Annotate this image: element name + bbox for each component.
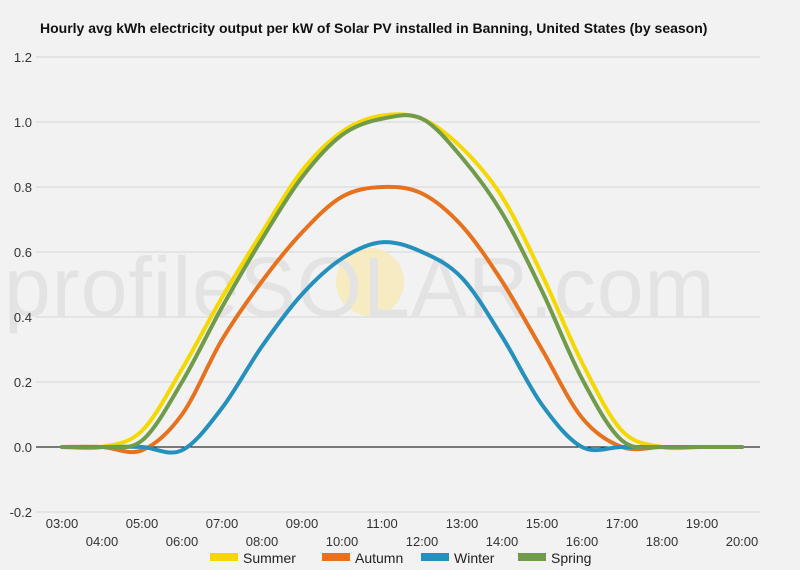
y-tick-label: 0.4	[14, 310, 32, 325]
legend: Summer Autumn Winter Spring	[210, 550, 591, 566]
x-tick-label: 17:00	[606, 516, 639, 531]
legend-swatch-autumn	[322, 553, 350, 561]
y-tick-label: 1.2	[14, 50, 32, 65]
y-tick-label: -0.2	[10, 505, 32, 520]
y-tick-label: 0.2	[14, 375, 32, 390]
x-tick-label: 09:00	[286, 516, 319, 531]
series-line-spring	[60, 113, 744, 450]
legend-swatch-summer	[210, 553, 238, 561]
y-tick-label: 1.0	[14, 115, 32, 130]
x-tick-label: 05:00	[126, 516, 159, 531]
chart-title: Hourly avg kWh electricity output per kW…	[40, 20, 708, 36]
x-tick-label: 07:00	[206, 516, 239, 531]
x-tick-label: 19:00	[686, 516, 719, 531]
x-tick-label: 12:00	[406, 534, 439, 549]
legend-label-autumn: Autumn	[355, 550, 403, 566]
x-tick-label: 16:00	[566, 534, 599, 549]
x-tick-label: 11:00	[366, 516, 398, 531]
y-tick-label: 0.0	[14, 440, 32, 455]
legend-label-winter: Winter	[454, 550, 495, 566]
y-tick-label: 0.8	[14, 180, 32, 195]
x-tick-label: 10:00	[326, 534, 359, 549]
x-tick-label: 14:00	[486, 534, 519, 549]
x-tick-label: 18:00	[646, 534, 679, 549]
x-tick-label: 06:00	[166, 534, 199, 549]
x-tick-label: 20:00	[726, 534, 759, 549]
series-line-winter	[60, 240, 744, 455]
watermark: profileSOLAR.com	[4, 240, 716, 334]
watermark-sun	[336, 248, 404, 316]
x-tick-label: 03:00	[46, 516, 79, 531]
watermark-text: profileSOLAR.com	[4, 240, 716, 334]
grid-layer	[36, 56, 760, 513]
y-tick-label: 0.6	[14, 245, 32, 260]
tick-layer: -0.2 0.0 0.2 0.4 0.6 0.8 1.0 1.2 03:00 04:00 05:00…	[10, 50, 759, 549]
series-layer	[60, 112, 744, 455]
x-tick-label: 08:00	[246, 534, 279, 549]
legend-swatch-winter	[421, 553, 449, 561]
x-tick-label: 04:00	[86, 534, 119, 549]
legend-swatch-spring	[518, 553, 546, 561]
legend-label-summer: Summer	[243, 550, 296, 566]
x-tick-label: 15:00	[526, 516, 559, 531]
legend-label-spring: Spring	[551, 550, 591, 566]
x-tick-label: 13:00	[446, 516, 479, 531]
